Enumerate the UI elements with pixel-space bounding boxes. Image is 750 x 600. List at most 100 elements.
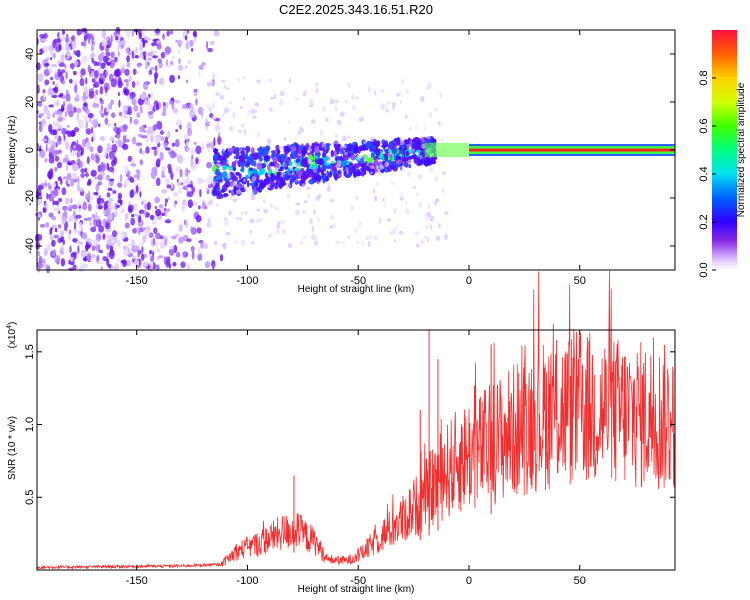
band-mark <box>212 187 217 196</box>
band-mark <box>322 153 326 158</box>
noise-mark <box>86 141 91 150</box>
noise-mark <box>151 219 157 225</box>
noise-mark <box>103 201 108 210</box>
halo-mark <box>444 211 449 216</box>
band-mark <box>224 161 227 166</box>
band-mark <box>215 191 221 197</box>
halo-mark <box>209 176 214 183</box>
band-mark <box>253 152 259 160</box>
noise-mark <box>139 45 143 51</box>
noise-mark <box>107 187 113 191</box>
noise-mark <box>183 219 186 225</box>
band-mark <box>389 141 394 149</box>
noise-mark <box>132 228 136 234</box>
noise-mark <box>97 260 104 265</box>
noise-mark <box>60 258 66 267</box>
band-mark <box>232 176 238 182</box>
noise-mark <box>139 159 143 166</box>
noise-mark <box>77 241 84 245</box>
noise-mark <box>166 30 170 37</box>
band-mark <box>275 144 280 150</box>
noise-mark <box>117 51 120 57</box>
noise-mark <box>72 238 78 243</box>
band-mark <box>238 147 244 152</box>
spectrogram-panel: -150 -100 -50 0 50 -40 -20 0 20 40 Height of str… <box>7 26 676 295</box>
noise-mark <box>167 196 170 201</box>
halo-mark <box>236 217 239 220</box>
noise-mark <box>108 103 113 110</box>
noise-mark <box>65 55 67 59</box>
noise-mark <box>53 188 59 197</box>
band-mark <box>317 175 321 183</box>
halo-mark <box>412 185 416 189</box>
halo-mark <box>268 78 273 82</box>
band-mark <box>298 173 301 180</box>
noise-mark <box>105 70 109 77</box>
band-mark <box>278 176 284 182</box>
band-mark <box>250 147 255 155</box>
halo-mark <box>207 146 212 153</box>
noise-mark <box>159 130 164 135</box>
band-mark <box>368 162 373 166</box>
noise-mark <box>144 40 148 44</box>
noise-mark <box>52 199 55 206</box>
noise-mark <box>93 118 99 128</box>
halo-mark <box>353 178 357 182</box>
noise-mark <box>155 102 160 111</box>
halo-mark <box>326 186 331 193</box>
band-mark <box>238 154 245 163</box>
noise-mark <box>41 183 48 187</box>
noise-mark <box>178 58 181 65</box>
noise-mark <box>195 157 199 165</box>
noise-mark <box>58 198 63 202</box>
noise-mark <box>80 41 86 47</box>
noise-mark <box>73 150 77 156</box>
halo-mark <box>354 227 358 234</box>
noise-mark <box>135 185 139 194</box>
noise-mark <box>151 146 158 150</box>
noise-mark <box>190 158 194 168</box>
halo-mark <box>221 243 226 247</box>
transition-band <box>424 142 469 158</box>
noise-mark <box>115 35 119 41</box>
noise-mark <box>109 244 114 252</box>
noise-mark <box>46 109 51 118</box>
halo-mark <box>347 82 351 88</box>
noise-mark <box>86 156 90 165</box>
noise-mark <box>135 142 142 147</box>
band-mark <box>228 189 231 194</box>
band-mark <box>414 144 421 148</box>
band-mark <box>409 139 413 146</box>
noise-mark <box>191 250 195 260</box>
halo-mark <box>283 136 287 142</box>
noise-mark <box>138 258 141 266</box>
noise-mark <box>163 255 167 265</box>
noise-mark <box>52 129 58 136</box>
halo-mark <box>240 123 245 128</box>
noise-mark <box>56 38 61 43</box>
noise-mark <box>57 59 61 65</box>
band-mark <box>256 162 263 171</box>
noise-mark <box>191 186 195 194</box>
noise-mark <box>38 123 43 133</box>
band-mark <box>330 150 334 158</box>
noise-mark <box>136 112 141 119</box>
halo-mark <box>206 202 212 206</box>
noise-mark <box>179 124 182 130</box>
halo-mark <box>224 107 229 114</box>
noise-mark <box>101 39 108 47</box>
colorbar-tick-label: 0.6 <box>698 118 710 133</box>
noise-mark <box>64 110 68 118</box>
noise-mark <box>69 245 72 254</box>
band-mark <box>231 161 237 169</box>
band-mark <box>352 149 359 155</box>
noise-mark <box>200 241 204 250</box>
noise-mark <box>124 178 129 186</box>
noise-mark <box>60 69 66 74</box>
noise-mark <box>42 45 49 52</box>
halo-mark <box>213 240 218 246</box>
noise-mark <box>70 197 73 204</box>
halo-mark <box>243 129 247 135</box>
halo-mark <box>405 209 410 215</box>
halo-mark <box>214 124 218 129</box>
